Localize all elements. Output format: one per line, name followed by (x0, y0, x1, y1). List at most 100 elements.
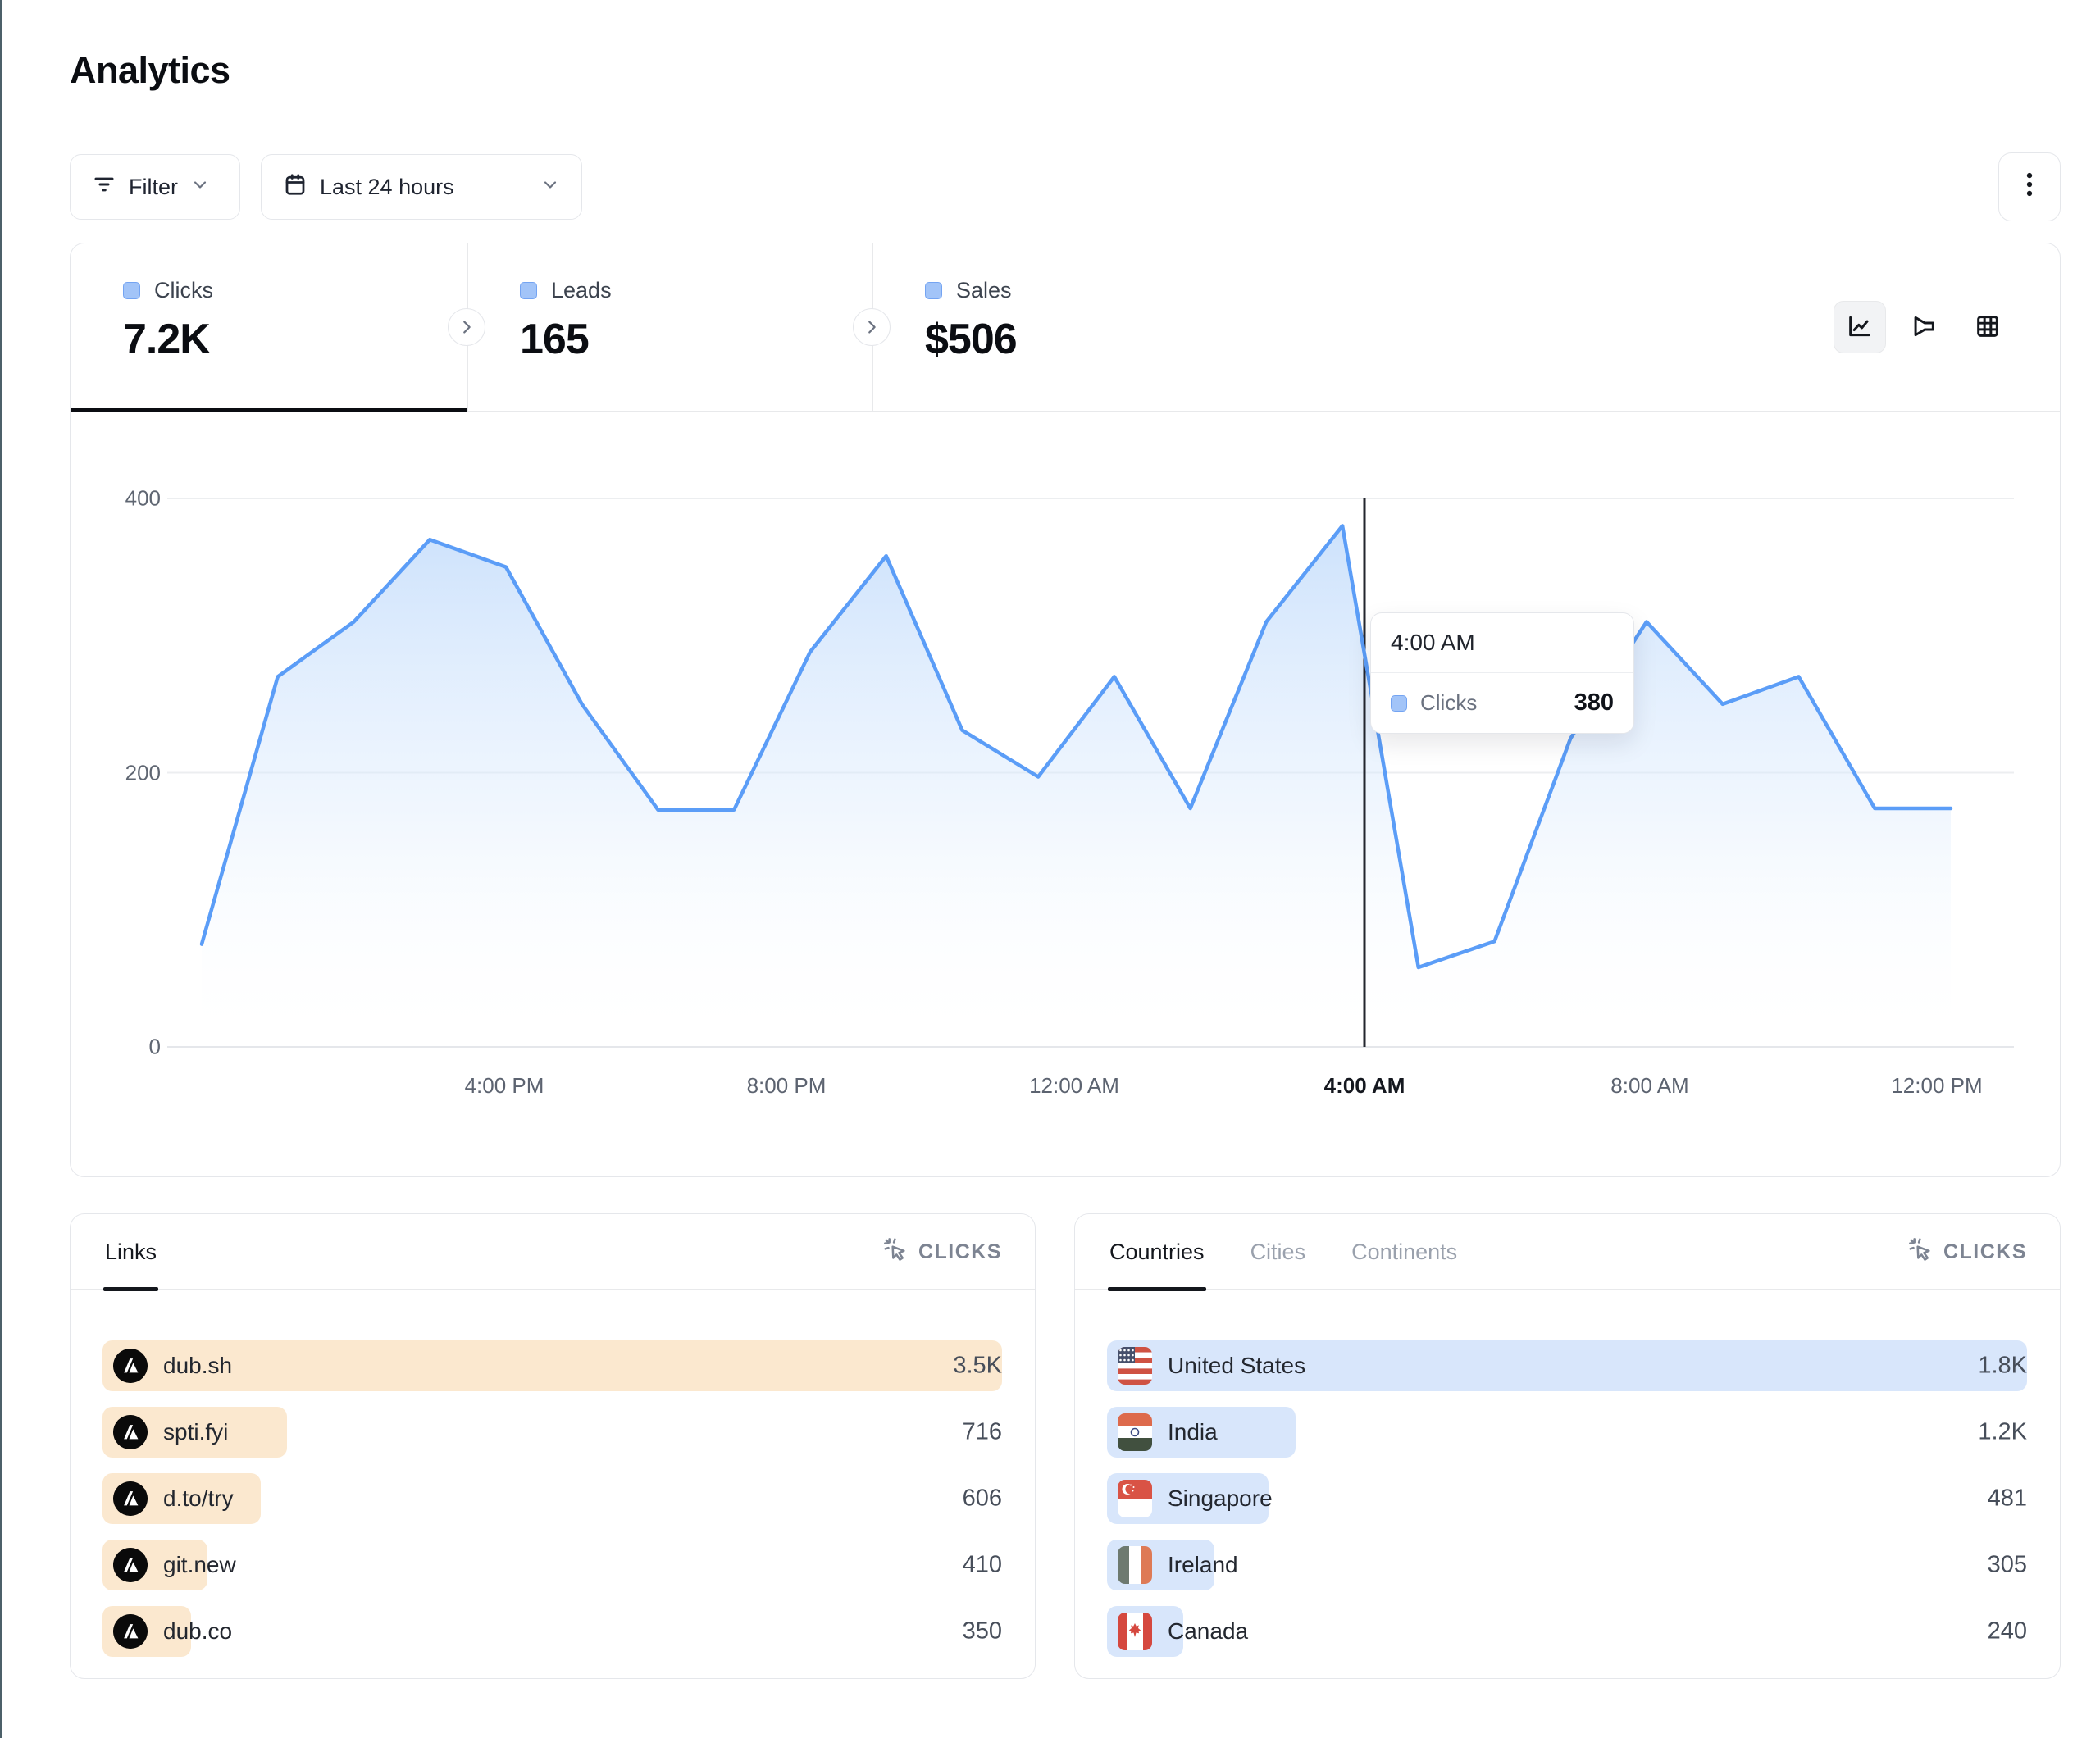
links-panel-header: Links CLICKS (71, 1214, 1035, 1291)
links-metric-selector[interactable]: CLICKS (882, 1214, 1002, 1290)
country-row[interactable]: India 1.2K (1107, 1407, 2027, 1458)
clicks-value: 7.2K (123, 316, 211, 363)
tooltip-series-label: Clicks (1420, 690, 1478, 715)
x-axis-tick-label: 12:00 PM (1891, 1073, 1983, 1098)
country-row[interactable]: Ireland 305 (1107, 1540, 2027, 1590)
row-value: 606 (962, 1485, 1002, 1512)
kebab-icon (2017, 171, 2042, 204)
link-row[interactable]: dub.sh 3.5K (102, 1340, 1002, 1391)
date-range-button[interactable]: Last 24 hours (261, 154, 582, 220)
cursor-click-icon (1907, 1236, 1934, 1268)
ie-flag-icon (1118, 1546, 1152, 1584)
clicks-tab-label: Clicks (154, 278, 213, 303)
row-label: Ireland (1168, 1552, 1238, 1577)
x-axis-tick-label: 4:00 AM (1323, 1073, 1405, 1098)
date-range-label: Last 24 hours (320, 174, 454, 199)
chart-tooltip: 4:00 AM Clicks 380 (1370, 612, 1634, 734)
dub-logo-avatar (113, 1548, 148, 1582)
sales-legend-square (925, 282, 942, 299)
analytics-chart-card: Clicks 7.2K Leads 165 Sales $506 (70, 243, 2061, 1177)
y-axis-tick-label: 200 (125, 760, 161, 785)
country-row[interactable]: United States 1.8K (1107, 1340, 2027, 1391)
row-value: 481 (1987, 1485, 2027, 1512)
row-label: d.to/try (163, 1485, 234, 1511)
line-chart-icon (1846, 312, 1874, 343)
row-label: United States (1168, 1353, 1306, 1378)
tab-sales[interactable]: Sales $506 (872, 243, 1277, 411)
countries-panel: Countries Cities Continents CLICKS Unite… (1074, 1213, 2061, 1679)
links-panel: Links CLICKS dub.sh 3.5K spti.fyi 716 d.to/t… (70, 1213, 1036, 1679)
row-value: 410 (962, 1551, 1002, 1578)
tab-links[interactable]: Links (103, 1214, 159, 1291)
filter-label: Filter (129, 174, 178, 199)
chevron-down-icon (540, 175, 560, 200)
tab-leads[interactable]: Leads 165 (467, 243, 872, 411)
tooltip-legend-square (1391, 694, 1407, 712)
page-title: Analytics (70, 49, 230, 91)
row-label: Canada (1168, 1618, 1249, 1644)
dub-logo-avatar (113, 1415, 148, 1449)
x-axis-tick-label: 4:00 PM (464, 1073, 544, 1098)
clicks-area-chart[interactable] (71, 243, 2061, 1178)
chart-view-toggles (1834, 301, 2014, 353)
sg-flag-icon (1118, 1480, 1152, 1517)
more-menu-button[interactable] (1998, 152, 2061, 221)
table-view-button[interactable] (1961, 301, 2014, 353)
y-axis-tick-label: 400 (125, 485, 161, 511)
row-label: dub.co (163, 1618, 233, 1644)
dub-logo-avatar (113, 1614, 148, 1649)
row-value: 240 (1987, 1617, 2027, 1645)
row-value: 305 (1987, 1551, 2027, 1578)
tab-countries[interactable]: Countries (1108, 1214, 1206, 1291)
funnel-view-button[interactable] (1897, 301, 1950, 353)
cursor-click-icon (882, 1236, 909, 1268)
link-row[interactable]: spti.fyi 716 (102, 1407, 1002, 1458)
row-value: 350 (962, 1617, 1002, 1645)
chevron-down-icon (190, 175, 210, 200)
line-chart-view-button[interactable] (1834, 301, 1886, 353)
table-grid-icon (1974, 312, 2002, 343)
row-value: 716 (962, 1418, 1002, 1445)
tooltip-time: 4:00 AM (1371, 613, 1633, 673)
row-bar (1107, 1340, 2027, 1391)
link-row[interactable]: dub.co 350 (102, 1606, 1002, 1657)
link-row[interactable]: git.new 410 (102, 1540, 1002, 1590)
x-axis-tick-label: 12:00 AM (1029, 1073, 1119, 1098)
row-value: 3.5K (953, 1352, 1002, 1379)
sales-value: $506 (925, 316, 1018, 363)
row-value: 1.2K (1978, 1418, 2027, 1445)
tooltip-value: 380 (1574, 689, 1614, 716)
in-flag-icon (1118, 1413, 1152, 1451)
country-row[interactable]: Singapore 481 (1107, 1473, 2027, 1524)
links-metric-label: CLICKS (918, 1240, 1002, 1263)
expand-clicks-stat-button[interactable] (448, 308, 485, 346)
ca-flag-icon (1118, 1613, 1152, 1650)
countries-metric-selector[interactable]: CLICKS (1907, 1214, 2027, 1290)
filter-icon (92, 172, 116, 202)
country-row[interactable]: Canada 240 (1107, 1606, 2027, 1657)
x-axis-tick-label: 8:00 PM (746, 1073, 827, 1098)
link-row[interactable]: d.to/try 606 (102, 1473, 1002, 1524)
leads-value: 165 (520, 316, 590, 363)
countries-metric-label: CLICKS (1943, 1240, 2027, 1263)
window-left-edge (0, 0, 2, 1738)
us-flag-icon (1118, 1347, 1152, 1385)
leads-legend-square (520, 282, 537, 299)
x-axis-tick-label: 8:00 AM (1610, 1073, 1689, 1098)
sales-tab-label: Sales (956, 278, 1012, 303)
expand-leads-stat-button[interactable] (853, 308, 891, 346)
dub-logo-avatar (113, 1349, 148, 1383)
filter-button[interactable]: Filter (70, 154, 240, 220)
tab-continents[interactable]: Continents (1351, 1239, 1458, 1264)
leads-tab-label: Leads (551, 278, 612, 303)
countries-panel-header: Countries Cities Continents CLICKS (1075, 1214, 2060, 1291)
tab-clicks[interactable]: Clicks 7.2K (71, 243, 467, 412)
row-value: 1.8K (1978, 1352, 2027, 1379)
tab-cities[interactable]: Cities (1250, 1239, 1306, 1264)
row-label: Singapore (1168, 1485, 1273, 1511)
row-label: dub.sh (163, 1353, 233, 1378)
clicks-legend-square (123, 282, 140, 299)
y-axis-tick-label: 0 (148, 1034, 161, 1059)
calendar-icon (283, 172, 307, 202)
row-label: spti.fyi (163, 1419, 229, 1445)
